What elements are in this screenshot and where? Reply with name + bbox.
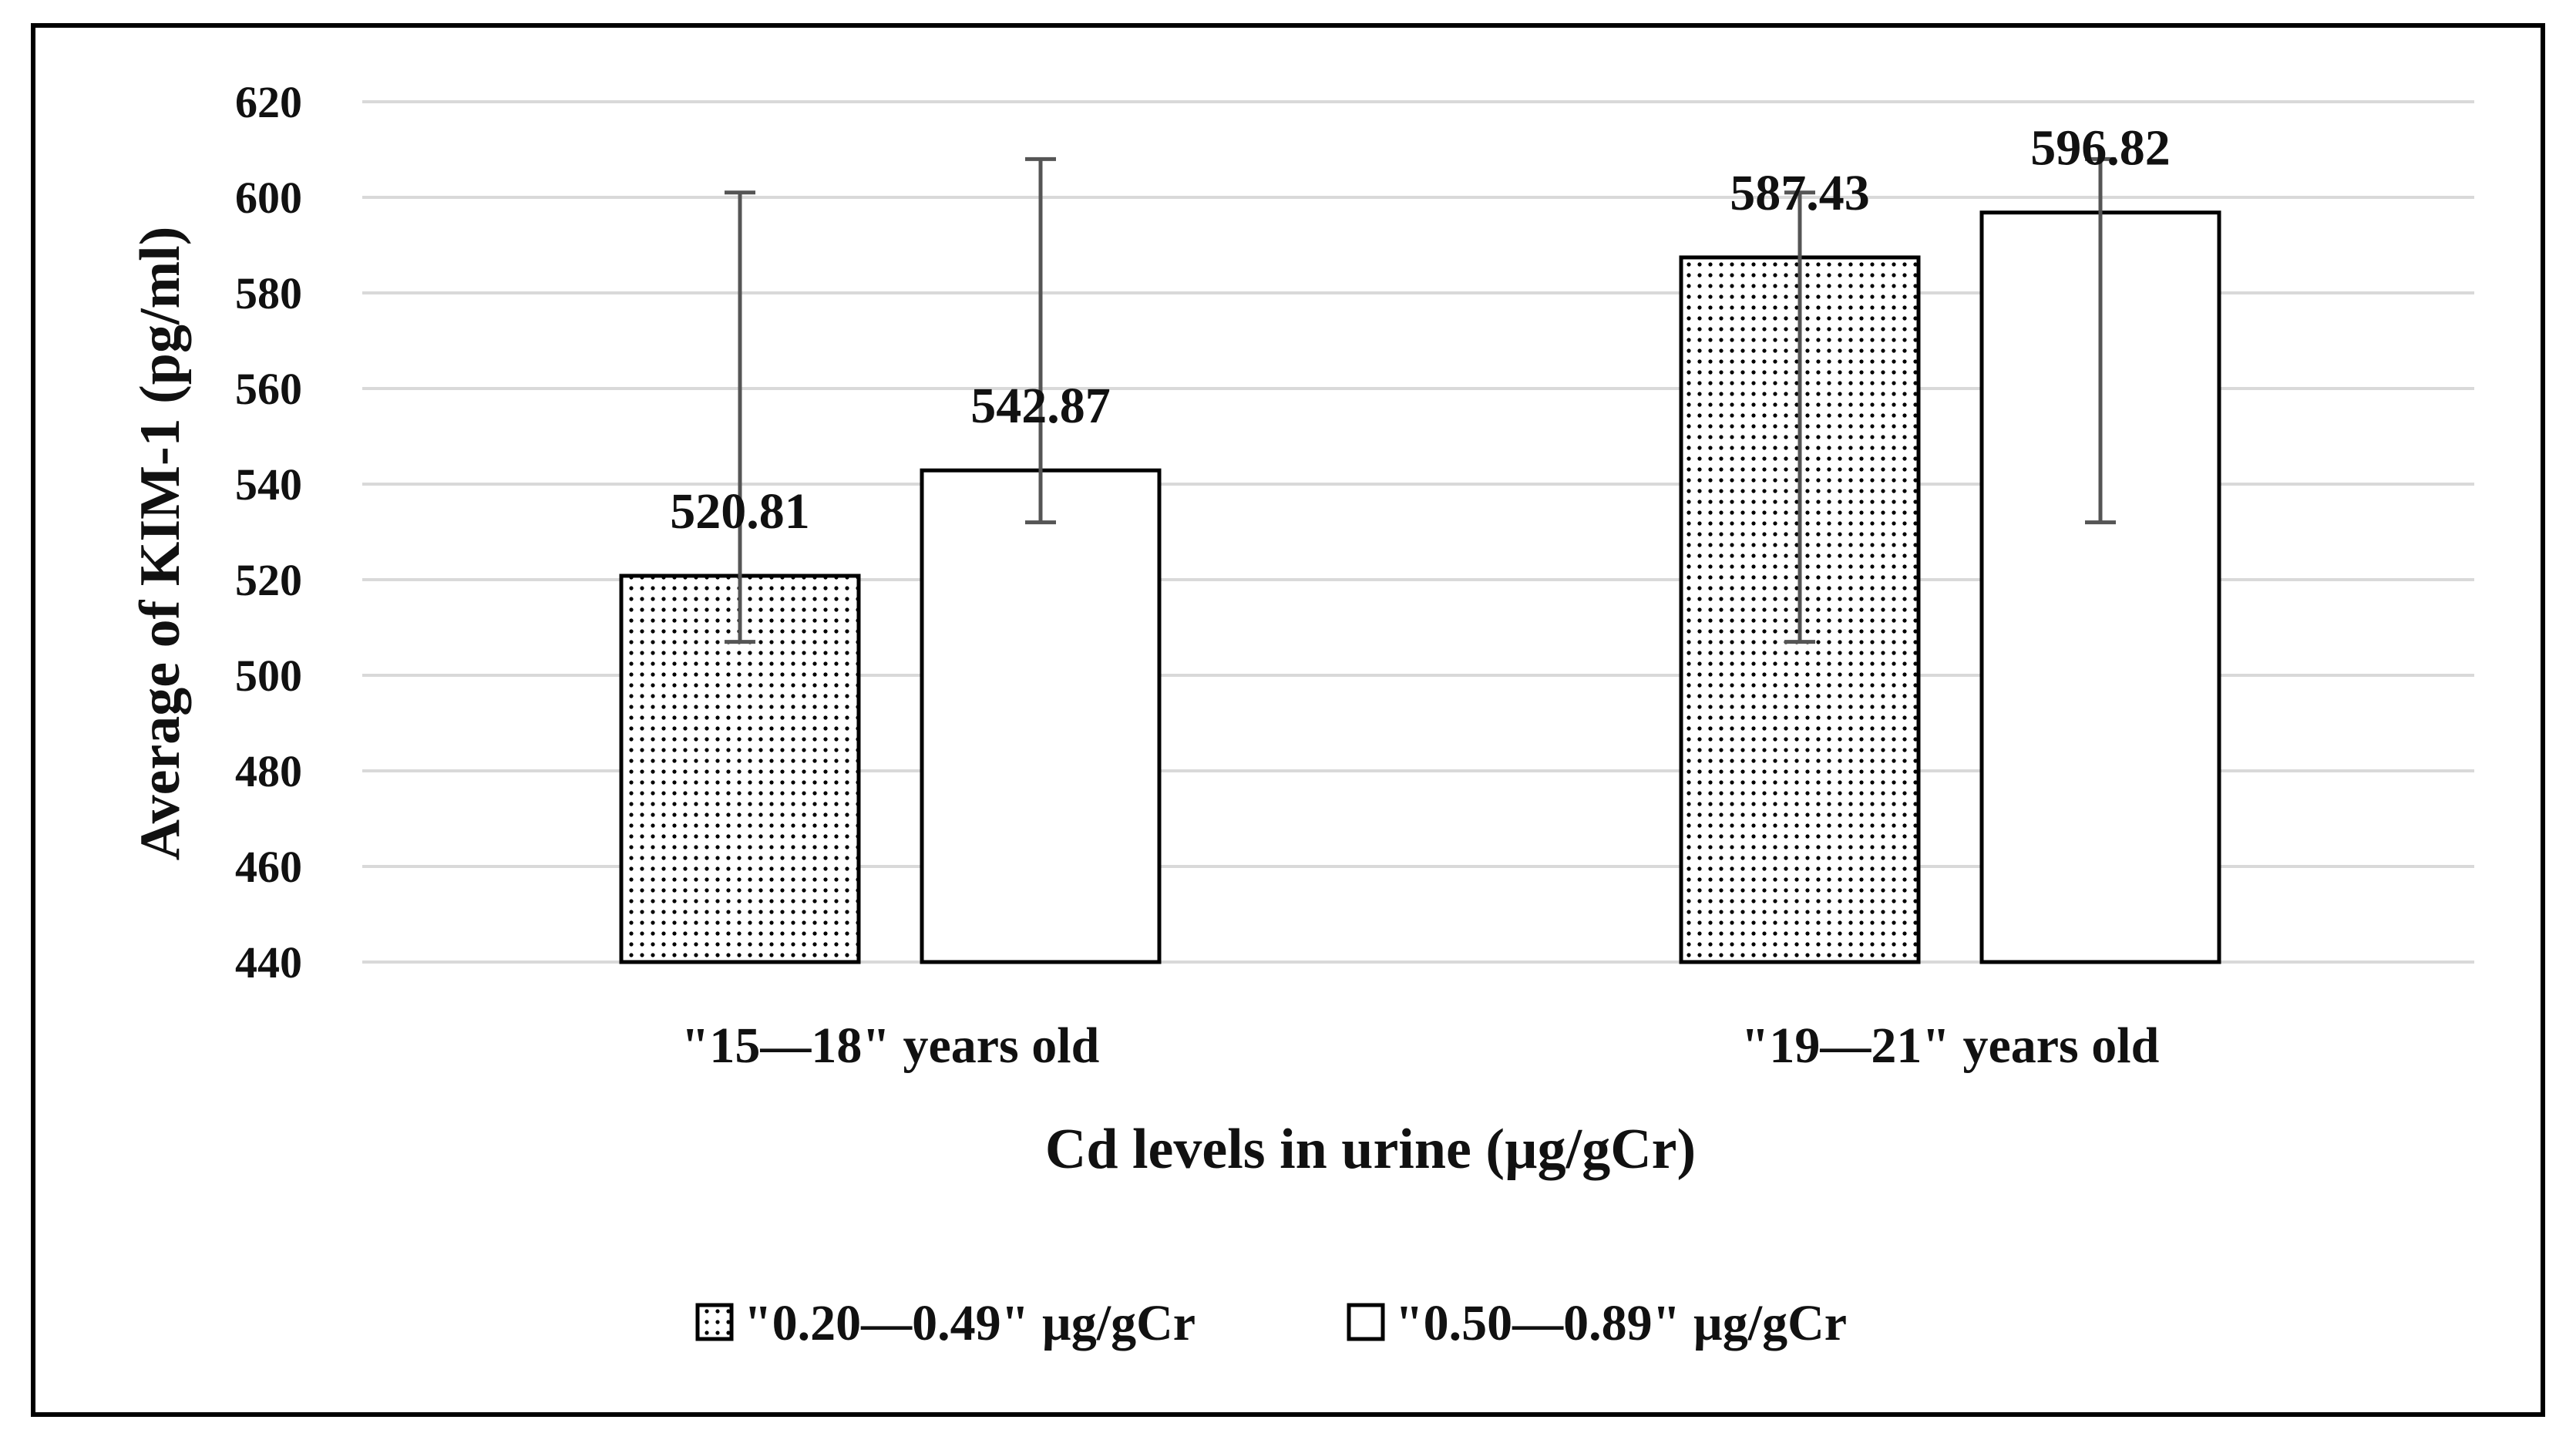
data-label-series1-cat2: 587.43 (1730, 165, 1870, 221)
data-label-series2-cat1: 542.87 (970, 378, 1111, 434)
y-tick-label-1: 460 (235, 842, 302, 892)
data-label-series2-cat2: 596.82 (2030, 120, 2171, 177)
data-label-series1-cat1: 520.81 (670, 483, 810, 540)
x-tick-label-1: "19—21" years old (1741, 1018, 2160, 1074)
y-tick-label-7: 580 (235, 268, 302, 318)
y-tick-label-6: 560 (235, 364, 302, 414)
y-tick-label-3: 500 (235, 651, 302, 701)
y-tick-label-0: 440 (235, 937, 302, 987)
y-tick-label-2: 480 (235, 746, 302, 796)
legend-swatch-plain (1347, 1303, 1385, 1341)
x-axis-title: Cd levels in urine (µg/gCr) (1045, 1118, 1696, 1181)
legend: "0.20—0.49" µg/gCr "0.50—0.89" µg/gCr (695, 1295, 1847, 1351)
x-tick-label-0: "15—18" years old (681, 1018, 1100, 1074)
y-axis-title: Average of KIM-1 (pg/ml) (129, 227, 192, 861)
legend-swatch-dotted (695, 1303, 734, 1341)
y-tick-label-4: 520 (235, 555, 302, 605)
legend-label-series-2: "0.50—0.89" µg/gCr (1395, 1295, 1847, 1351)
y-tick-label-8: 600 (235, 173, 302, 223)
y-tick-label-9: 620 (235, 77, 302, 127)
bar-series2-cat1 (920, 468, 1162, 964)
legend-label-series-1: "0.20—0.49" µg/gCr (744, 1295, 1196, 1351)
y-tick-label-5: 540 (235, 459, 302, 510)
